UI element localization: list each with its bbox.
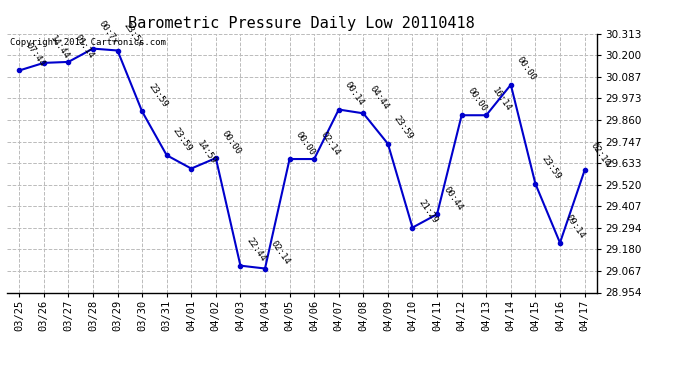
Text: 00:7x: 00:7x xyxy=(97,19,120,46)
Text: 14:44: 14:44 xyxy=(48,33,71,61)
Text: 04:44: 04:44 xyxy=(368,84,391,111)
Text: 22:44: 22:44 xyxy=(244,236,268,264)
Text: 09:14: 09:14 xyxy=(564,213,587,241)
Text: 01:14: 01:14 xyxy=(72,33,95,60)
Text: 23:59: 23:59 xyxy=(146,82,169,109)
Text: 02:14: 02:14 xyxy=(269,239,292,266)
Text: 02:14: 02:14 xyxy=(318,130,341,157)
Text: 23:5x: 23:5x xyxy=(121,21,144,48)
Text: 21:29: 21:29 xyxy=(417,198,440,225)
Text: 00:00: 00:00 xyxy=(220,129,243,156)
Text: 23:59: 23:59 xyxy=(171,126,194,153)
Text: Copyright 2011 Cartronics.com: Copyright 2011 Cartronics.com xyxy=(10,38,166,46)
Text: 00:00: 00:00 xyxy=(466,86,489,113)
Text: 00:44: 00:44 xyxy=(441,185,464,212)
Text: 00:00: 00:00 xyxy=(294,130,317,157)
Text: 02:14: 02:14 xyxy=(589,141,611,168)
Text: 00:00: 00:00 xyxy=(515,56,538,82)
Text: 00:14: 00:14 xyxy=(343,80,366,107)
Title: Barometric Pressure Daily Low 20110418: Barometric Pressure Daily Low 20110418 xyxy=(128,16,475,31)
Text: 23:59: 23:59 xyxy=(392,114,415,142)
Text: 16:14: 16:14 xyxy=(491,86,513,113)
Text: 23:59: 23:59 xyxy=(540,154,562,182)
Text: 07:44: 07:44 xyxy=(23,41,46,68)
Text: 14:59: 14:59 xyxy=(195,139,218,166)
